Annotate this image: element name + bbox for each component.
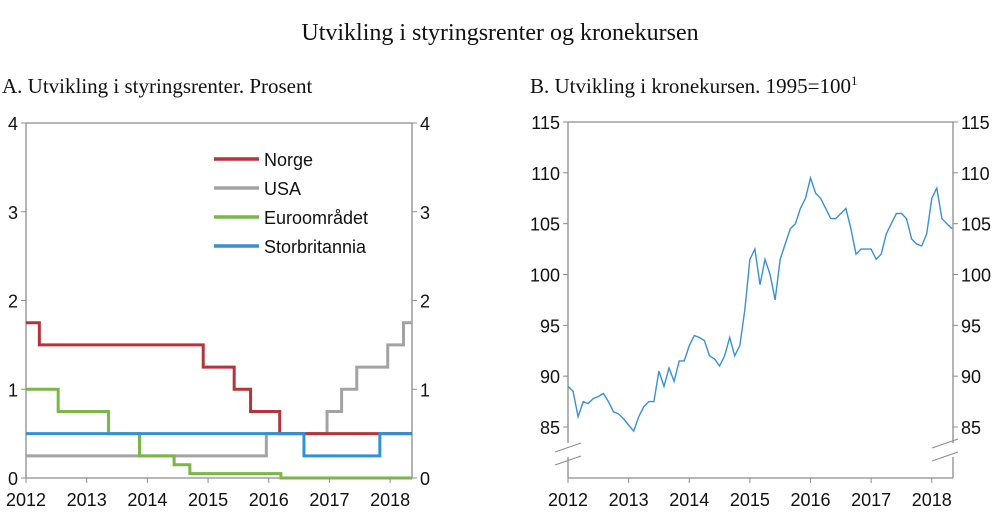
y-tick-label-left: 3 — [8, 203, 18, 223]
figure-title: Utvikling i styringsrenter og kronekurse… — [301, 20, 698, 46]
x-tick-label: 2013 — [67, 490, 107, 510]
legend-label: Norge — [264, 150, 313, 170]
x-tick-label: 2016 — [790, 490, 830, 510]
x-tick-label: 2016 — [249, 490, 289, 510]
y-tick-label-right: 95 — [961, 316, 981, 336]
y-tick-label-left: 1 — [8, 380, 18, 400]
x-tick-label: 2012 — [548, 490, 588, 510]
y-tick-label-left: 115 — [531, 113, 560, 133]
y-tick-label-right: 3 — [420, 203, 430, 223]
x-tick-label: 2014 — [127, 490, 167, 510]
y-tick-label-right: 100 — [961, 266, 991, 286]
panel-a-title: A. Utvikling i styringsrenter. Prosent — [2, 74, 312, 98]
series-line-usa — [26, 321, 412, 458]
x-tick-label: 2017 — [851, 490, 891, 510]
y-tick-label-right: 115 — [961, 113, 990, 133]
axis-break-gap — [949, 443, 957, 457]
y-tick-label-left: 4 — [8, 114, 18, 134]
y-tick-label-right: 85 — [961, 418, 981, 438]
axis-break-mark — [554, 442, 582, 453]
y-tick-label-right: 90 — [961, 367, 981, 387]
x-tick-label: 2015 — [730, 490, 770, 510]
legend-label: Storbritannia — [264, 237, 367, 257]
x-tick-label: 2018 — [370, 490, 410, 510]
panel-a-chart: 0 0 1 1 2 2 3 3 4 4 2012 2013 2014 2015 2016 2017 2018 No… — [6, 114, 430, 510]
axis-break-mark — [931, 438, 959, 449]
y-tick-label-right: 0 — [420, 469, 430, 489]
axis-break-gap — [564, 443, 572, 457]
legend-label: USA — [264, 179, 301, 199]
y-tick-label-right: 110 — [961, 164, 990, 184]
x-tick-label: 2014 — [669, 490, 709, 510]
y-tick-label-left: 110 — [531, 164, 560, 184]
axis-break-mark — [554, 455, 582, 466]
x-tick-label: 2018 — [912, 490, 952, 510]
y-tick-label-left: 90 — [540, 367, 560, 387]
y-tick-label-left: 95 — [540, 316, 560, 336]
panel-b-title-text: B. Utvikling i kronekursen. 1995=100 — [530, 74, 851, 98]
y-tick-label-left: 100 — [530, 266, 560, 286]
series-line-storbritannia — [26, 432, 412, 458]
panel-b-title: B. Utvikling i kronekursen. 1995=1001 — [530, 73, 858, 98]
panel-b-chart: 85 85 90 90 95 95 100 100 105 105 110 110 115 115 2012… — [530, 113, 991, 510]
axis-break-mark — [931, 451, 959, 462]
x-tick-label: 2012 — [6, 490, 46, 510]
panel-b-footnote-marker: 1 — [851, 73, 858, 88]
y-tick-label-right: 4 — [420, 114, 430, 134]
y-tick-label-left: 85 — [540, 418, 560, 438]
x-tick-label: 2013 — [609, 490, 649, 510]
y-tick-label-left: 2 — [8, 292, 18, 312]
exchange-rate-line — [567, 175, 953, 433]
y-tick-label-left: 105 — [530, 215, 560, 235]
x-tick-label: 2015 — [188, 490, 228, 510]
x-tick-label: 2017 — [309, 490, 349, 510]
y-tick-label-right: 2 — [420, 292, 430, 312]
y-tick-label-right: 105 — [961, 215, 991, 235]
legend-label: Euroområdet — [264, 208, 368, 228]
y-tick-label-right: 1 — [420, 380, 430, 400]
series-line-norge — [26, 321, 412, 436]
y-tick-label-left: 0 — [8, 469, 18, 489]
series-line-euroområdet — [26, 387, 412, 480]
